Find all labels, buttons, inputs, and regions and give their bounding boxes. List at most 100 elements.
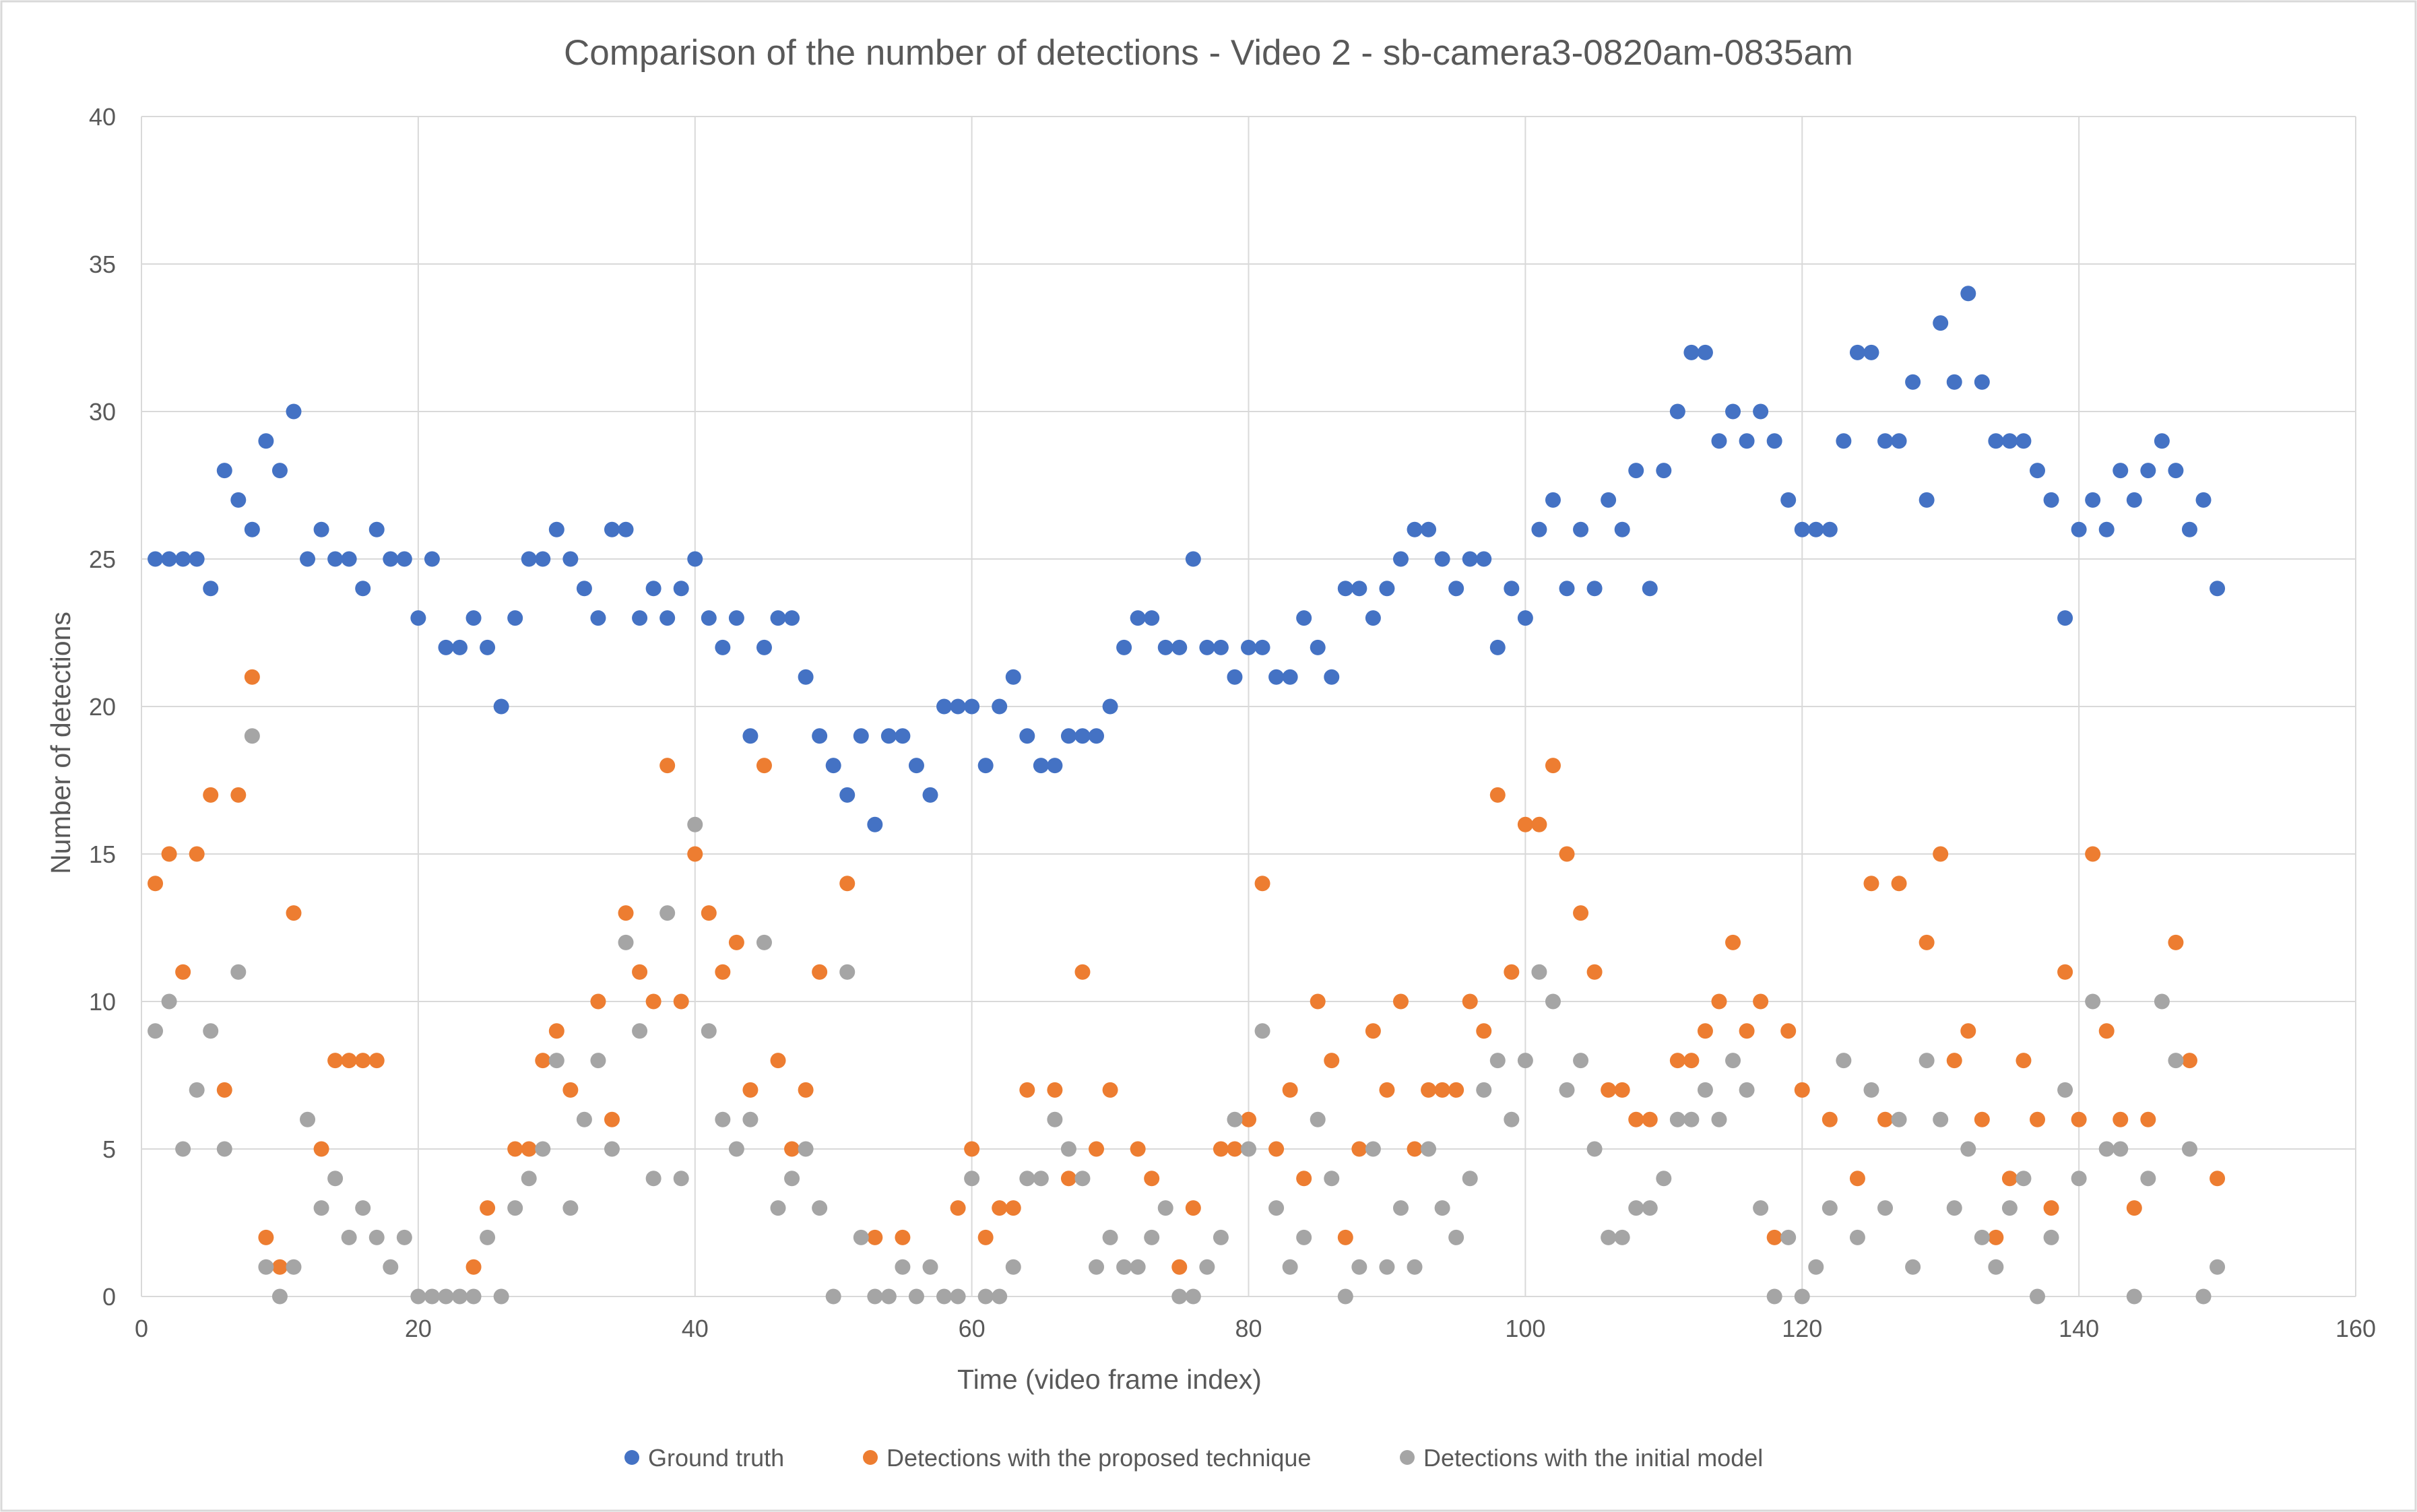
data-point	[1005, 669, 1021, 685]
data-point	[1656, 1171, 1672, 1187]
data-point	[2140, 463, 2156, 479]
data-point	[1628, 1111, 1644, 1127]
legend-label: Ground truth	[648, 1444, 784, 1472]
data-point	[396, 551, 412, 567]
data-point	[590, 1053, 606, 1069]
data-point	[1089, 1141, 1105, 1157]
x-tick-label: 140	[2059, 1315, 2099, 1342]
data-point	[2016, 1053, 2032, 1069]
y-tick-label: 20	[89, 693, 116, 721]
data-point	[1241, 639, 1256, 655]
data-point	[977, 1288, 994, 1305]
data-point	[1531, 521, 1547, 537]
data-point	[1227, 1141, 1243, 1157]
data-point	[1489, 639, 1506, 655]
data-point	[1379, 581, 1395, 597]
data-point	[1849, 1229, 1865, 1245]
x-tick-label: 60	[959, 1315, 986, 1342]
data-point	[576, 1111, 592, 1127]
x-tick-label: 0	[135, 1315, 148, 1342]
data-point	[1614, 521, 1630, 537]
data-point	[313, 1141, 329, 1157]
data-point	[203, 1023, 219, 1039]
data-point	[1337, 1229, 1353, 1245]
data-point	[1379, 1259, 1395, 1275]
data-point	[521, 1141, 537, 1157]
data-point	[756, 758, 772, 774]
data-point	[604, 1141, 620, 1157]
data-point	[1573, 521, 1589, 537]
data-point	[2098, 521, 2115, 537]
data-point	[1601, 492, 1617, 508]
data-point	[1489, 1053, 1506, 1069]
data-point	[1324, 669, 1340, 685]
data-point	[604, 1111, 620, 1127]
data-point	[1919, 492, 1935, 508]
data-point	[1421, 521, 1437, 537]
data-point	[410, 610, 426, 626]
data-point	[1601, 1229, 1617, 1245]
data-point	[1586, 964, 1603, 980]
data-point	[1324, 1171, 1340, 1187]
x-tick-label: 40	[682, 1315, 709, 1342]
data-point	[2001, 1200, 2018, 1216]
data-point	[1614, 1082, 1630, 1098]
data-point	[1116, 639, 1132, 655]
data-point	[2043, 492, 2059, 508]
data-point	[1185, 551, 1201, 567]
data-point	[1019, 1082, 1035, 1098]
data-point	[604, 521, 620, 537]
data-point	[1946, 374, 1962, 390]
data-point	[812, 964, 828, 980]
data-point	[1614, 1229, 1630, 1245]
data-point	[1241, 1141, 1256, 1157]
data-point	[950, 698, 966, 715]
data-point	[548, 1023, 565, 1039]
data-point	[1669, 1053, 1685, 1069]
data-point	[1074, 728, 1091, 744]
data-point	[230, 787, 247, 803]
data-point	[895, 728, 911, 744]
data-point	[1545, 993, 1561, 1010]
data-point	[2057, 1082, 2073, 1098]
data-point	[950, 1288, 966, 1305]
data-point	[1365, 1141, 1381, 1157]
data-point	[507, 610, 523, 626]
data-point	[465, 1259, 482, 1275]
data-point	[216, 463, 232, 479]
data-point	[964, 1141, 980, 1157]
data-point	[867, 816, 883, 832]
data-point	[701, 905, 717, 921]
data-point	[1697, 344, 1713, 360]
data-point	[1144, 610, 1160, 626]
data-point	[895, 1259, 911, 1275]
data-point	[1268, 1141, 1285, 1157]
data-point	[1836, 433, 1852, 449]
data-point	[410, 1288, 426, 1305]
data-point	[1227, 1111, 1243, 1127]
data-point	[1849, 1171, 1865, 1187]
data-point	[258, 1229, 274, 1245]
data-point	[2043, 1200, 2059, 1216]
legend: Ground truth Detections with the proposed…	[624, 1444, 1763, 1472]
data-point	[922, 787, 938, 803]
data-point	[2154, 433, 2170, 449]
y-tick-label: 5	[102, 1136, 116, 1163]
data-point	[784, 610, 800, 626]
data-point	[645, 993, 662, 1010]
data-point	[715, 1111, 731, 1127]
data-point	[341, 1053, 357, 1069]
data-point	[286, 1259, 302, 1275]
data-point	[1642, 1200, 1658, 1216]
data-point	[1005, 1259, 1021, 1275]
data-point	[480, 639, 496, 655]
data-point	[632, 964, 648, 980]
data-point	[1531, 964, 1547, 980]
data-point	[1683, 1053, 1700, 1069]
data-point	[1849, 344, 1865, 360]
data-point	[1753, 1200, 1769, 1216]
x-axis-title: Time (video frame index)	[957, 1364, 1262, 1395]
data-point	[368, 1053, 385, 1069]
data-point	[2113, 1111, 2129, 1127]
y-tick-label: 10	[89, 988, 116, 1016]
